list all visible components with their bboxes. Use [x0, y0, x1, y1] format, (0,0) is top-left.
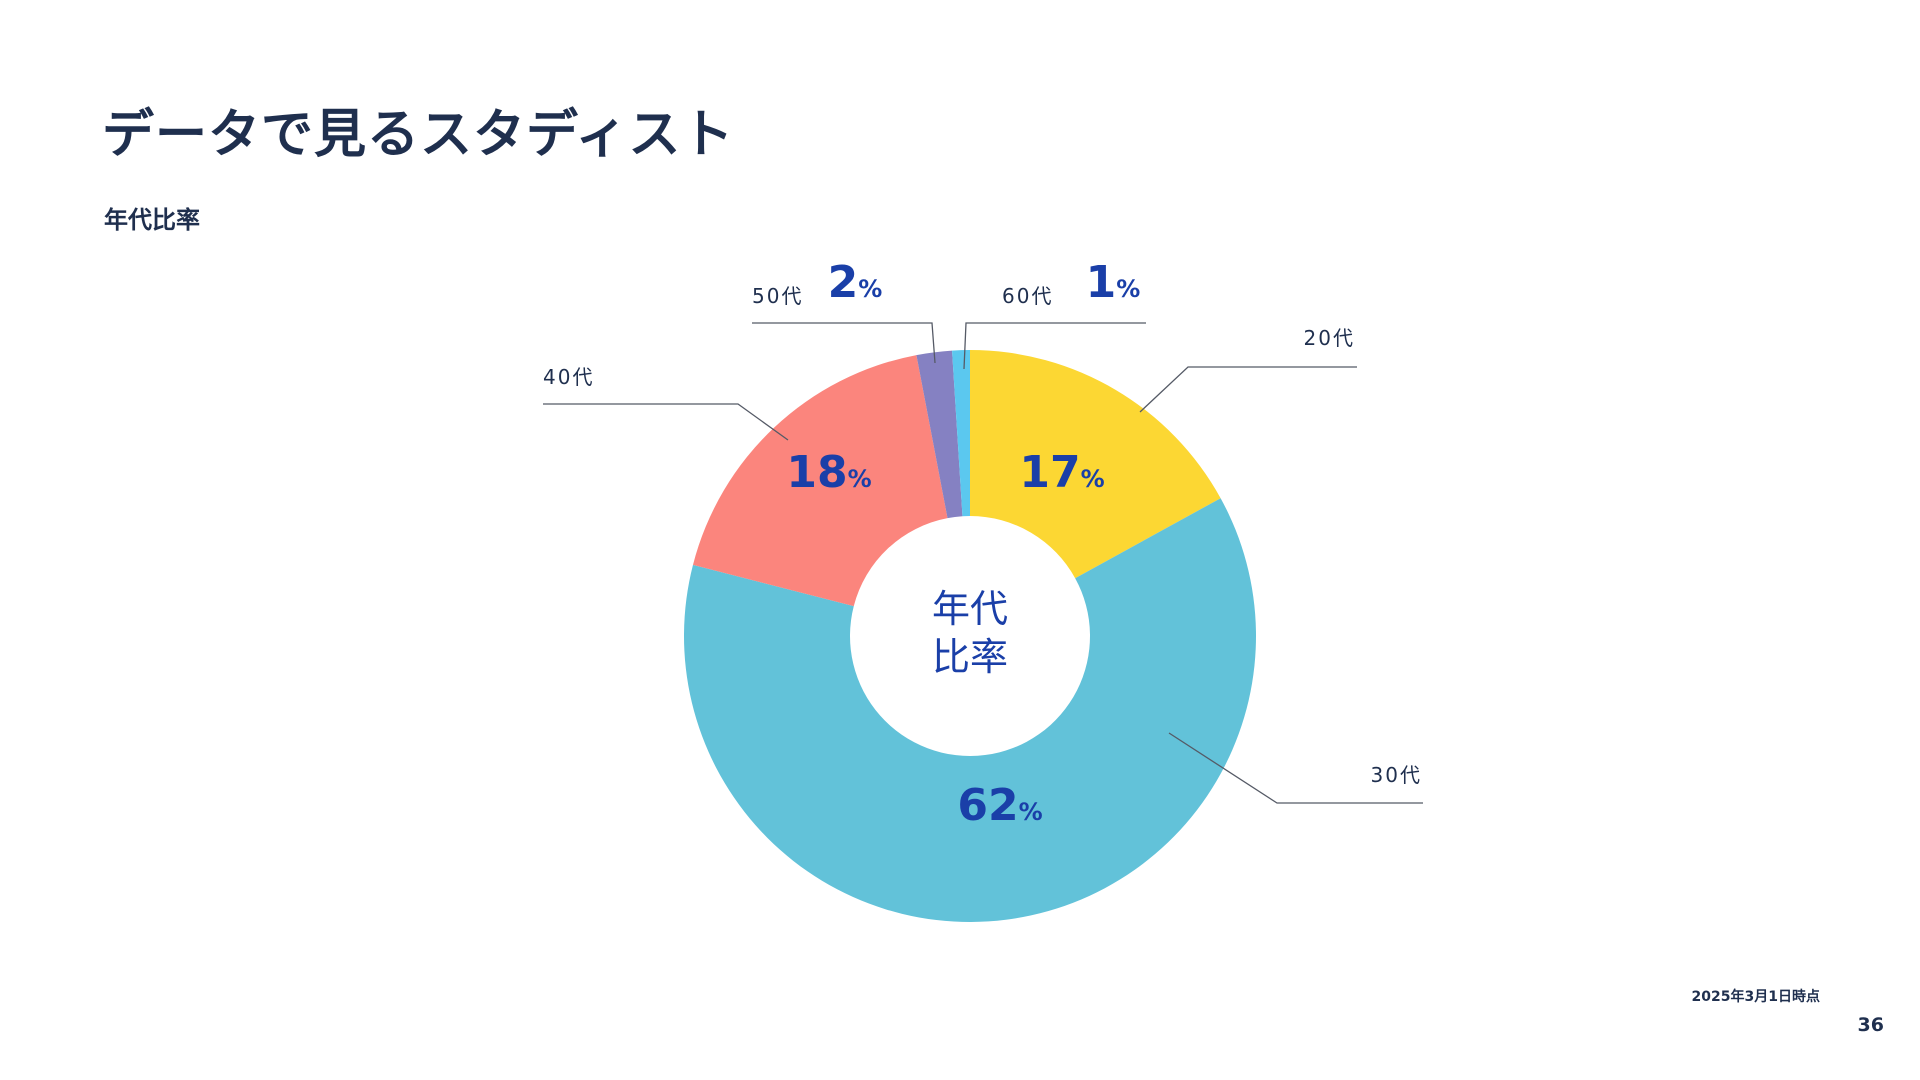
- page-title: データで見るスタディスト: [102, 105, 735, 165]
- center-label-line1: 年代: [931, 587, 1008, 631]
- page-number: 36: [1857, 1014, 1884, 1036]
- center-label-line2: 比率: [931, 635, 1008, 679]
- value-label-30代: 62%: [957, 780, 1042, 831]
- chart-labels: 20代 17% 30代 62% 40代 18% 50代 2% 60代 1%: [543, 257, 1422, 831]
- leader-line-60代: [963, 322, 1146, 370]
- category-label-60代: 60代: [1002, 284, 1053, 308]
- category-label-50代: 50代: [752, 284, 803, 308]
- leader-line-30代: [1168, 732, 1423, 804]
- value-label-40代: 18%: [786, 447, 871, 498]
- category-label-30代: 30代: [1371, 763, 1422, 787]
- slice-50代: [916, 350, 963, 519]
- slice-30代: [683, 498, 1256, 923]
- leader-line-20代: [1139, 366, 1357, 413]
- category-label-40代: 40代: [543, 365, 594, 389]
- section-label: 年代比率: [104, 206, 200, 234]
- value-label-60代: 1%: [1086, 257, 1141, 308]
- leader-line-50代: [752, 322, 936, 364]
- as-of-date: 2025年3月1日時点: [1691, 989, 1820, 1005]
- slice-20代: [970, 350, 1221, 579]
- donut-center-label: 年代 比率: [870, 585, 1070, 681]
- value-label-20代: 17%: [1019, 447, 1104, 498]
- leader-line-40代: [543, 403, 789, 441]
- category-label-20代: 20代: [1304, 326, 1355, 350]
- chart-slices: [683, 350, 1256, 923]
- chart-leader-lines: [543, 322, 1423, 804]
- slice-60代: [952, 350, 970, 517]
- slice-40代: [692, 355, 948, 607]
- value-label-50代: 2%: [828, 257, 883, 308]
